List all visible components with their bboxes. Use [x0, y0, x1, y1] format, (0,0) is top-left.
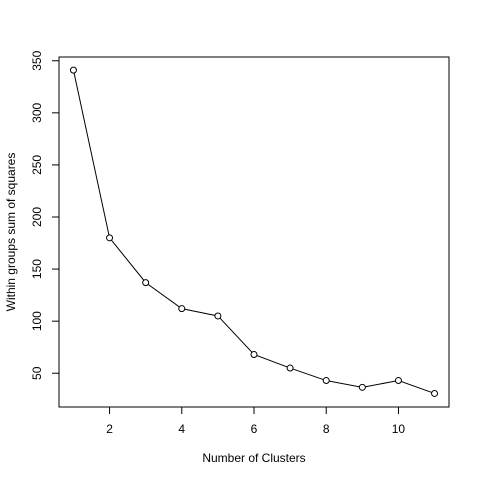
data-point — [394, 377, 402, 385]
y-tick-label: 200 — [30, 207, 44, 227]
y-tick-label: 300 — [30, 103, 44, 123]
x-axis-label: Number of Clusters — [202, 451, 305, 465]
x-tick-label: 10 — [392, 422, 406, 436]
x-tick-label: 4 — [178, 422, 185, 436]
y-tick-label: 100 — [30, 311, 44, 331]
y-tick-label: 350 — [30, 50, 44, 70]
x-tick-label: 8 — [323, 422, 330, 436]
data-point — [142, 279, 150, 287]
data-point — [322, 377, 330, 385]
data-point — [431, 389, 439, 397]
data-point — [358, 383, 366, 391]
data-point — [69, 66, 77, 74]
data-point — [250, 351, 258, 358]
x-tick-label: 6 — [251, 422, 258, 436]
data-point — [286, 364, 294, 372]
x-tick-label: 2 — [106, 422, 113, 436]
y-tick-label: 150 — [30, 259, 44, 279]
y-axis-label: Within groups sum of squares — [4, 153, 18, 312]
y-tick-label: 250 — [30, 155, 44, 175]
data-point — [214, 312, 222, 320]
data-point — [106, 234, 114, 242]
data-point — [178, 305, 186, 313]
y-tick-label: 50 — [30, 366, 44, 380]
data-line — [72, 70, 435, 394]
